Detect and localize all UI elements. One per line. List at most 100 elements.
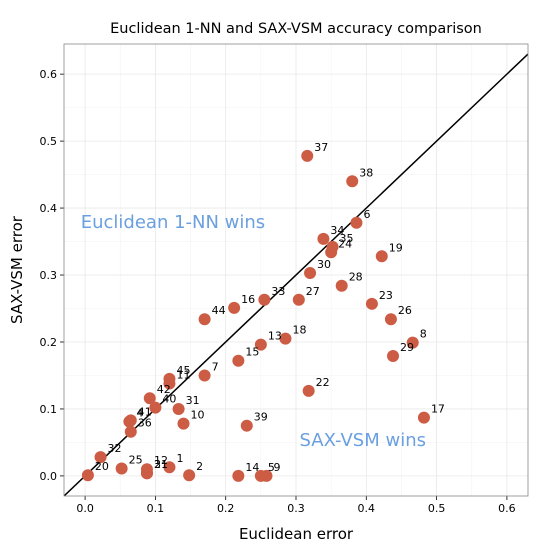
annotation-text: Euclidean 1-NN wins [81, 212, 265, 233]
data-point [302, 384, 315, 397]
point-label: 42 [157, 383, 171, 396]
data-point [198, 369, 211, 382]
data-point [350, 216, 363, 229]
data-point [279, 332, 292, 345]
point-label: 18 [292, 324, 306, 337]
x-tick-label: 0.2 [217, 502, 235, 515]
point-label: 11 [176, 369, 190, 382]
point-label: 38 [359, 166, 373, 179]
y-tick-label: 0.1 [40, 403, 58, 416]
point-label: 37 [314, 141, 328, 154]
data-point [232, 354, 245, 367]
point-label: 9 [273, 461, 280, 474]
data-point [326, 240, 339, 253]
point-label: 2 [196, 460, 203, 473]
x-axis-label: Euclidean error [239, 525, 354, 543]
x-tick-label: 0.1 [147, 502, 165, 515]
data-point [94, 451, 107, 464]
point-label: 44 [212, 304, 226, 317]
y-tick-label: 0.6 [40, 68, 58, 81]
point-label: 26 [398, 304, 412, 317]
y-tick-label: 0.0 [40, 470, 58, 483]
point-label: 29 [400, 341, 414, 354]
data-point [417, 411, 430, 424]
data-point [183, 469, 196, 482]
data-point [375, 250, 388, 263]
point-label: 12 [154, 454, 168, 467]
point-label: 24 [338, 237, 352, 250]
point-label: 3 [154, 458, 161, 471]
x-tick-label: 0.3 [287, 502, 305, 515]
point-label: 1 [176, 452, 183, 465]
x-tick-label: 0.4 [358, 502, 376, 515]
point-label: 17 [431, 403, 445, 416]
data-point [198, 313, 211, 326]
point-label: 28 [349, 271, 363, 284]
data-point [115, 462, 128, 475]
plot-area: 0.0 0.1 0.2 0.3 0.4 0.5 0.6 0.0 0.1 0.2 0.3 0.4 0.5 0… [40, 43, 529, 515]
data-point [172, 402, 185, 415]
chart-title: Euclidean 1-NN and SAX-VSM accuracy comp… [110, 21, 482, 37]
y-tick-label: 0.5 [40, 135, 58, 148]
data-point [292, 293, 305, 306]
point-label: 41 [138, 405, 152, 418]
data-point [124, 425, 137, 438]
point-label: 21 [154, 458, 168, 471]
data-point [163, 461, 176, 474]
data-point [387, 350, 400, 363]
data-point [163, 372, 176, 385]
point-label: 22 [316, 376, 330, 389]
data-point [143, 392, 156, 405]
point-label: 32 [108, 442, 122, 455]
y-tick-label: 0.3 [40, 269, 58, 282]
point-label: 33 [271, 285, 285, 298]
point-label: 36 [138, 417, 152, 430]
data-point [228, 301, 241, 314]
data-point [140, 467, 153, 480]
point-label: 35 [340, 232, 354, 245]
x-tick-label: 0.0 [76, 502, 94, 515]
point-label: 23 [379, 289, 393, 302]
point-label: 31 [186, 394, 200, 407]
y-axis-label: SAX-VSM error [8, 215, 26, 324]
point-label: 10 [191, 409, 205, 422]
x-tick-label: 0.5 [428, 502, 446, 515]
data-point [365, 297, 378, 310]
y-tick-label: 0.4 [40, 202, 58, 215]
point-label: 27 [306, 285, 320, 298]
point-label: 25 [129, 454, 143, 467]
plot-border [63, 43, 529, 497]
point-label: 5 [268, 461, 275, 474]
data-point [260, 469, 273, 482]
data-point [254, 338, 267, 351]
point-label: 39 [254, 411, 268, 424]
diagonal-line [64, 53, 528, 496]
point-label: 45 [176, 364, 190, 377]
data-point [149, 401, 162, 414]
point-label: 14 [245, 461, 259, 474]
data-point [232, 469, 245, 482]
data-point [81, 469, 94, 482]
data-point [177, 417, 190, 430]
data-point [406, 336, 419, 349]
point-label: 7 [212, 360, 219, 373]
data-point [304, 267, 317, 280]
point-label: 13 [268, 330, 282, 343]
point-label: 4 [136, 407, 143, 420]
point-label: 15 [245, 346, 259, 359]
point-label: 6 [363, 208, 370, 221]
point-label: 19 [389, 241, 403, 254]
point-label: 40 [162, 393, 176, 406]
data-point [346, 175, 359, 188]
point-label: 30 [317, 258, 331, 271]
point-label: 20 [95, 460, 109, 473]
x-tick-label: 0.6 [498, 502, 516, 515]
point-label: 8 [420, 328, 427, 341]
data-point [258, 293, 271, 306]
data-point [240, 419, 253, 432]
data-point [301, 149, 314, 162]
annotation-text: SAX-VSM wins [300, 430, 426, 451]
point-label: 34 [330, 224, 344, 237]
data-point [384, 313, 397, 326]
